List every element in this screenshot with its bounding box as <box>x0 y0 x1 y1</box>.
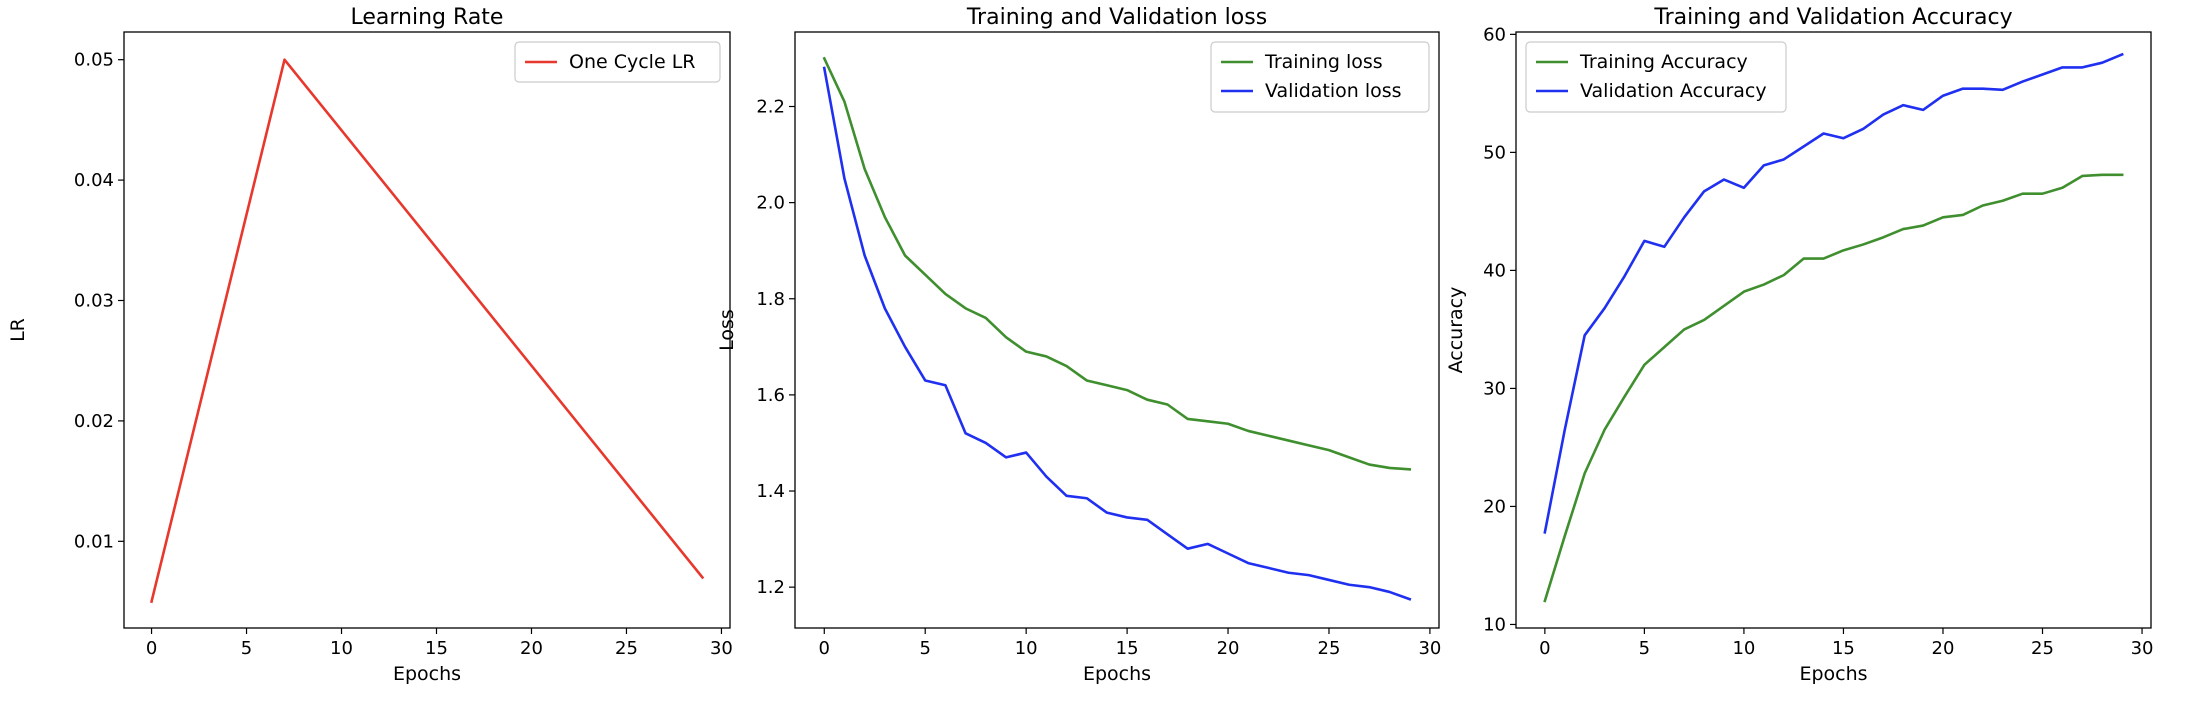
x-tick-label: 25 <box>615 638 638 659</box>
chart-title: Learning Rate <box>351 5 504 30</box>
x-tick-label: 5 <box>1639 638 1650 659</box>
x-tick-label: 0 <box>819 638 830 659</box>
axes-frame <box>123 31 731 629</box>
x-tick-label: 30 <box>2131 638 2154 659</box>
x-tick-label: 5 <box>919 638 930 659</box>
x-tick-label: 10 <box>1015 638 1038 659</box>
y-tick-label: 2.2 <box>756 97 785 118</box>
legend-box <box>1210 41 1430 113</box>
series-line-1 <box>149 58 705 604</box>
legend-label: One Cycle LR <box>569 51 695 73</box>
y-tick-label: 0.02 <box>74 411 114 432</box>
y-tick-label: 1.2 <box>756 577 785 598</box>
axes-frame <box>1515 31 2152 629</box>
y-axis-label: Loss <box>716 309 738 351</box>
legend-label: Training loss <box>1264 51 1383 73</box>
x-tick-label: 0 <box>1539 638 1550 659</box>
series-line-2 <box>822 66 1412 601</box>
x-tick-label: 15 <box>425 638 448 659</box>
x-tick-label: 15 <box>1116 638 1139 659</box>
series-line-1 <box>822 56 1412 471</box>
chart-panel-1: Learning Rate 0 5 10 15 20 25 30 0.01 0.02 0.03 0.0… <box>7 5 733 685</box>
y-tick-label: 60 <box>1483 24 1506 45</box>
y-tick-label: 1.8 <box>756 289 785 310</box>
y-axis-label: LR <box>7 318 29 342</box>
x-axis-label: Epochs <box>1799 663 1867 685</box>
x-tick-label: 20 <box>520 638 543 659</box>
legend-label: Training Accuracy <box>1579 51 1748 73</box>
x-tick-label: 15 <box>1832 638 1855 659</box>
y-tick-label: 1.4 <box>756 481 785 502</box>
legend: One Cycle LR <box>514 41 721 83</box>
series-line-2 <box>1543 52 2124 534</box>
x-tick-label: 0 <box>146 638 157 659</box>
y-tick-label: 40 <box>1483 260 1506 281</box>
x-tick-label: 30 <box>710 638 733 659</box>
chart-title: Training and Validation loss <box>966 5 1267 30</box>
y-tick-label: 10 <box>1483 614 1506 635</box>
series-line-1 <box>1543 173 2124 603</box>
y-tick-label: 30 <box>1483 378 1506 399</box>
y-tick-label: 0.04 <box>74 170 114 191</box>
y-tick-label: 1.6 <box>756 385 785 406</box>
legend-box <box>1525 41 1787 113</box>
x-tick-label: 25 <box>2031 638 2054 659</box>
chart-panel-2: Training and Validation loss 0 5 10 15 20 25 30… <box>716 5 1441 685</box>
x-tick-label: 20 <box>1217 638 1240 659</box>
legend-label: Validation loss <box>1265 80 1402 102</box>
y-axis-label: Accuracy <box>1445 287 1467 374</box>
legend-label: Validation Accuracy <box>1580 80 1767 102</box>
x-tick-label: 10 <box>330 638 353 659</box>
y-tick-label: 2.0 <box>756 193 785 214</box>
x-axis-label: Epochs <box>393 663 461 685</box>
y-tick-label: 0.05 <box>74 50 114 71</box>
x-tick-label: 5 <box>241 638 252 659</box>
legend: Training loss Validation loss <box>1210 41 1430 113</box>
x-tick-label: 10 <box>1732 638 1755 659</box>
legend: Training Accuracy Validation Accuracy <box>1525 41 1787 113</box>
chart-title: Training and Validation Accuracy <box>1653 5 2012 30</box>
y-tick-label: 0.01 <box>74 531 114 552</box>
x-tick-label: 20 <box>1932 638 1955 659</box>
legend-box <box>514 41 721 83</box>
y-tick-label: 0.03 <box>74 291 114 312</box>
x-tick-label: 30 <box>1418 638 1441 659</box>
y-tick-label: 20 <box>1483 496 1506 517</box>
x-axis-label: Epochs <box>1083 663 1151 685</box>
axes-frame <box>794 31 1440 629</box>
x-tick-label: 25 <box>1318 638 1341 659</box>
y-tick-label: 50 <box>1483 142 1506 163</box>
chart-panel-3: Training and Validation Accuracy 0 5 10 15 20… <box>1445 5 2153 685</box>
